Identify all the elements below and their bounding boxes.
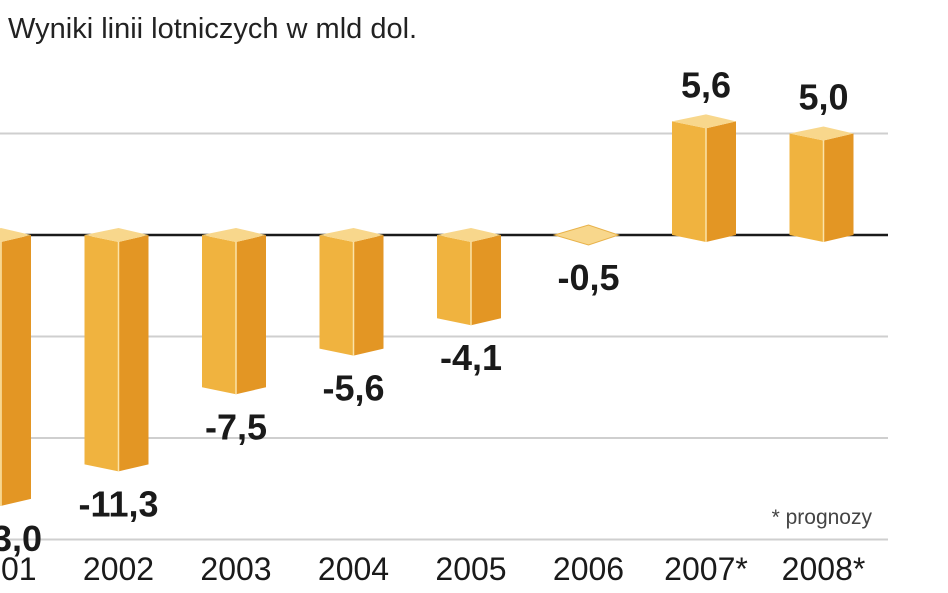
- value-label: -13,0: [0, 518, 42, 559]
- bar-2008: [789, 126, 854, 242]
- value-label: -0,5: [557, 257, 619, 298]
- value-labels-group: -13,0 -11,3 -7,5 -5,6 -4,1 -0,5 5,6 5,0: [0, 64, 849, 559]
- x-tick-label: 2008*: [782, 551, 866, 587]
- bar-top-face: [202, 228, 266, 242]
- bar-top-face: [0, 228, 31, 242]
- bars-group: [0, 114, 854, 506]
- bar-2005: [437, 228, 501, 326]
- value-label: 5,6: [681, 64, 731, 105]
- bar-2001: [0, 228, 31, 506]
- x-tick-label: 2001: [0, 551, 37, 587]
- bar-front-face: [672, 121, 706, 242]
- bar-side-face: [1, 235, 31, 506]
- bar-side-face: [471, 235, 501, 326]
- bar-top-face: [84, 228, 149, 242]
- bar-2006: [552, 224, 621, 246]
- bar-2004: [319, 228, 384, 356]
- bar-top-face: [789, 126, 854, 141]
- forecast-note: * prognozy: [772, 506, 873, 529]
- value-label: -4,1: [440, 337, 502, 378]
- bar-2003: [202, 228, 266, 395]
- bar-side-face: [118, 235, 149, 472]
- bar-2002: [84, 228, 149, 472]
- x-tick-label: 2003: [200, 551, 271, 587]
- value-label: -5,6: [322, 368, 384, 409]
- value-label: 5,0: [798, 77, 848, 118]
- bar-top-face: [437, 228, 501, 242]
- x-tick-label: 2002: [83, 551, 154, 587]
- bar-front-face: [437, 235, 471, 326]
- bar-side-face: [706, 121, 736, 242]
- x-tick-label: 2006: [553, 551, 624, 587]
- bar-side-face: [353, 235, 384, 356]
- x-tick-label: 2005: [435, 551, 506, 587]
- value-label: -7,5: [205, 406, 267, 447]
- bar-top-face: [672, 114, 736, 129]
- x-tick-label: 2004: [318, 551, 389, 587]
- bar-side-face: [236, 235, 266, 395]
- bar-front-face: [84, 235, 119, 472]
- bar-top-face: [319, 228, 384, 242]
- bar-front-face: [202, 235, 236, 395]
- x-tick-label: 2007*: [664, 551, 748, 587]
- value-label: -11,3: [78, 483, 158, 524]
- bar-front-face: [789, 133, 824, 242]
- chart-title: Wyniki linii lotniczych w mld dol.: [8, 13, 417, 45]
- bar-2007: [672, 114, 736, 242]
- bar-top-face: [552, 224, 621, 246]
- bar-side-face: [823, 133, 854, 242]
- x-tick-labels-group: 2001 2002 2003 2004 2005 2006 2007* 2008*: [0, 551, 865, 587]
- bar-front-face: [319, 235, 354, 356]
